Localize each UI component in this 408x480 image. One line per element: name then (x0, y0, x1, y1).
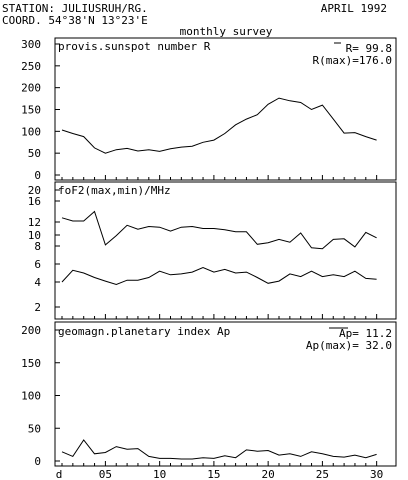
ap-series-line-0 (61, 439, 377, 460)
x-tick-label-1: 05 (99, 468, 112, 480)
x-tick-label-0: d (56, 468, 63, 480)
fof2-ytick-label-2: 6 (34, 258, 41, 271)
ap-index-panel: geomagn.planetary index Ap Ap= 11.2 Ap(m… (21, 321, 397, 468)
sunspot-ytick-label-2: 100 (21, 125, 41, 138)
sunspot-mean-label: R= 99.8 (346, 42, 392, 55)
sunspot-ytick-label-6: 300 (21, 38, 41, 51)
fof2-ytick-label-4: 10 (28, 229, 41, 242)
sunspot-ytick-label-0: 0 (34, 169, 41, 182)
sunspot-ytick-label-4: 200 (21, 82, 41, 95)
ap-panel-frame (54, 321, 397, 467)
fof2-ytick-label-1: 4 (34, 276, 41, 289)
x-tick-label-5: 25 (316, 468, 329, 480)
sunspot-ytick-label-1: 50 (28, 147, 41, 160)
sunspot-panel: provis.sunspot number R R= 99.8 R(max)=1… (21, 37, 397, 182)
ap-ytick-label-1: 50 (28, 422, 41, 435)
fof2-series-line-0 (61, 210, 377, 250)
fof2-ytick-label-3: 8 (34, 240, 41, 253)
station-label: STATION: JULIUSRUH/RG. (2, 2, 148, 15)
x-tick-label-3: 15 (207, 468, 220, 480)
x-axis-day-labels: d 05 10 15 20 25 30 (56, 468, 384, 480)
fof2-ytick-label-0: 2 (34, 301, 41, 314)
fof2-ytick-label-5: 12 (28, 216, 41, 229)
x-tick-label-4: 20 (262, 468, 275, 480)
ap-ytick-label-3: 150 (21, 357, 41, 370)
ap-ytick-label-2: 100 (21, 390, 41, 403)
date-label: APRIL 1992 (321, 2, 387, 15)
sunspot-max-label: R(max)=176.0 (313, 54, 392, 67)
ap-mean-label: Ap= 11.2 (339, 327, 392, 340)
sunspot-series-line-0 (61, 97, 377, 154)
x-tick-label-6: 30 (370, 468, 383, 480)
fof2-ytick-label-6: 16 (28, 195, 41, 208)
coord-label: COORD. 54°38'N 13°23'E (2, 14, 148, 27)
ap-panel-title: geomagn.planetary index Ap (58, 325, 230, 338)
sunspot-ytick-label-3: 150 (21, 104, 41, 117)
ap-max-label: Ap(max)= 32.0 (306, 339, 392, 352)
x-tick-label-2: 10 (153, 468, 166, 480)
ap-ytick-label-0: 0 (34, 455, 41, 468)
fof2-series-line-1 (61, 267, 377, 286)
fof2-panel-frame (54, 181, 397, 320)
fof2-panel-title: foF2(max,min)/MHz (58, 184, 171, 197)
sunspot-ytick-label-5: 250 (21, 60, 41, 73)
fof2-ytick-label-7: 20 (28, 184, 41, 197)
sunspot-panel-title: provis.sunspot number R (58, 40, 211, 53)
ap-ytick-label-4: 200 (21, 324, 41, 337)
survey-subtitle: monthly survey (180, 25, 273, 38)
